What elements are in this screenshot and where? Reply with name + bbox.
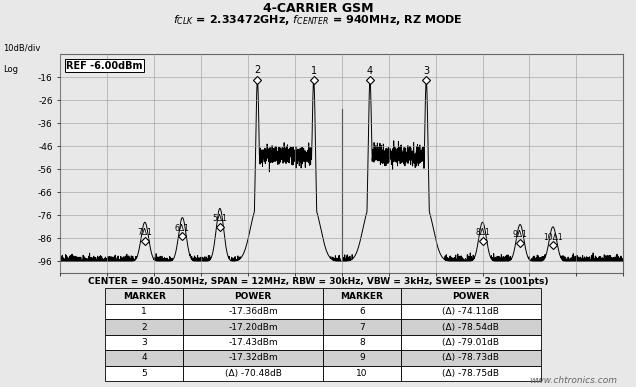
Text: Log: Log [3, 65, 18, 74]
Text: CENTER = 940.450MHz, SPAN = 12MHz, RBW = 30kHz, VBW = 3kHz, SWEEP = 2s (1001pts): CENTER = 940.450MHz, SPAN = 12MHz, RBW =… [88, 277, 548, 286]
FancyBboxPatch shape [183, 350, 323, 366]
Text: 1: 1 [310, 66, 317, 76]
Text: 4: 4 [367, 66, 373, 75]
FancyBboxPatch shape [323, 350, 401, 366]
Text: 10dB/div: 10dB/div [3, 44, 41, 53]
Text: 10Δ1: 10Δ1 [543, 233, 563, 242]
Text: 8: 8 [359, 338, 365, 347]
Text: 6: 6 [359, 307, 365, 316]
Text: 10: 10 [356, 369, 368, 378]
FancyBboxPatch shape [105, 335, 183, 350]
Text: $f_{CLK}$ = 2.33472GHz, $f_{CENTER}$ = 940MHz, RZ MODE: $f_{CLK}$ = 2.33472GHz, $f_{CENTER}$ = 9… [173, 13, 463, 27]
Text: 2: 2 [141, 322, 147, 332]
FancyBboxPatch shape [401, 350, 541, 366]
FancyBboxPatch shape [183, 366, 323, 381]
Text: 5: 5 [141, 369, 147, 378]
FancyBboxPatch shape [401, 366, 541, 381]
Text: 9: 9 [359, 353, 365, 363]
Text: 6Δ1: 6Δ1 [175, 224, 190, 233]
Text: MARKER: MARKER [123, 291, 165, 301]
FancyBboxPatch shape [323, 366, 401, 381]
FancyBboxPatch shape [401, 335, 541, 350]
Text: 4-CARRIER GSM: 4-CARRIER GSM [263, 2, 373, 15]
Text: (Δ) -79.01dB: (Δ) -79.01dB [443, 338, 499, 347]
Text: (Δ) -78.73dB: (Δ) -78.73dB [443, 353, 499, 363]
FancyBboxPatch shape [183, 304, 323, 319]
FancyBboxPatch shape [183, 319, 323, 335]
Text: 7Δ1: 7Δ1 [137, 228, 152, 237]
FancyBboxPatch shape [401, 288, 541, 304]
Text: www.chtronics.com: www.chtronics.com [529, 376, 617, 385]
Text: -17.20dBm: -17.20dBm [228, 322, 278, 332]
Text: POWER: POWER [452, 291, 490, 301]
Text: -17.32dBm: -17.32dBm [228, 353, 278, 363]
FancyBboxPatch shape [105, 350, 183, 366]
Text: 9Δ1: 9Δ1 [513, 231, 527, 240]
Text: (Δ) -78.54dB: (Δ) -78.54dB [443, 322, 499, 332]
Text: 1: 1 [141, 307, 147, 316]
Text: 3: 3 [423, 66, 429, 76]
Text: 2: 2 [254, 65, 261, 75]
FancyBboxPatch shape [183, 288, 323, 304]
Text: (Δ) -78.75dB: (Δ) -78.75dB [443, 369, 499, 378]
Text: 8Δ1: 8Δ1 [475, 228, 490, 237]
Text: 3: 3 [141, 338, 147, 347]
FancyBboxPatch shape [323, 335, 401, 350]
FancyBboxPatch shape [105, 288, 183, 304]
FancyBboxPatch shape [323, 319, 401, 335]
FancyBboxPatch shape [183, 335, 323, 350]
FancyBboxPatch shape [401, 319, 541, 335]
FancyBboxPatch shape [323, 304, 401, 319]
Text: MARKER: MARKER [340, 291, 384, 301]
Text: (Δ) -74.11dB: (Δ) -74.11dB [443, 307, 499, 316]
Text: REF -6.00dBm: REF -6.00dBm [66, 61, 142, 71]
Text: 5Δ1: 5Δ1 [212, 214, 227, 223]
Text: -17.43dBm: -17.43dBm [228, 338, 278, 347]
Text: POWER: POWER [235, 291, 272, 301]
Text: 7: 7 [359, 322, 365, 332]
FancyBboxPatch shape [401, 304, 541, 319]
Text: (Δ) -70.48dB: (Δ) -70.48dB [225, 369, 282, 378]
FancyBboxPatch shape [105, 366, 183, 381]
FancyBboxPatch shape [105, 319, 183, 335]
FancyBboxPatch shape [105, 304, 183, 319]
Text: -17.36dBm: -17.36dBm [228, 307, 278, 316]
Text: 4: 4 [141, 353, 147, 363]
FancyBboxPatch shape [323, 288, 401, 304]
